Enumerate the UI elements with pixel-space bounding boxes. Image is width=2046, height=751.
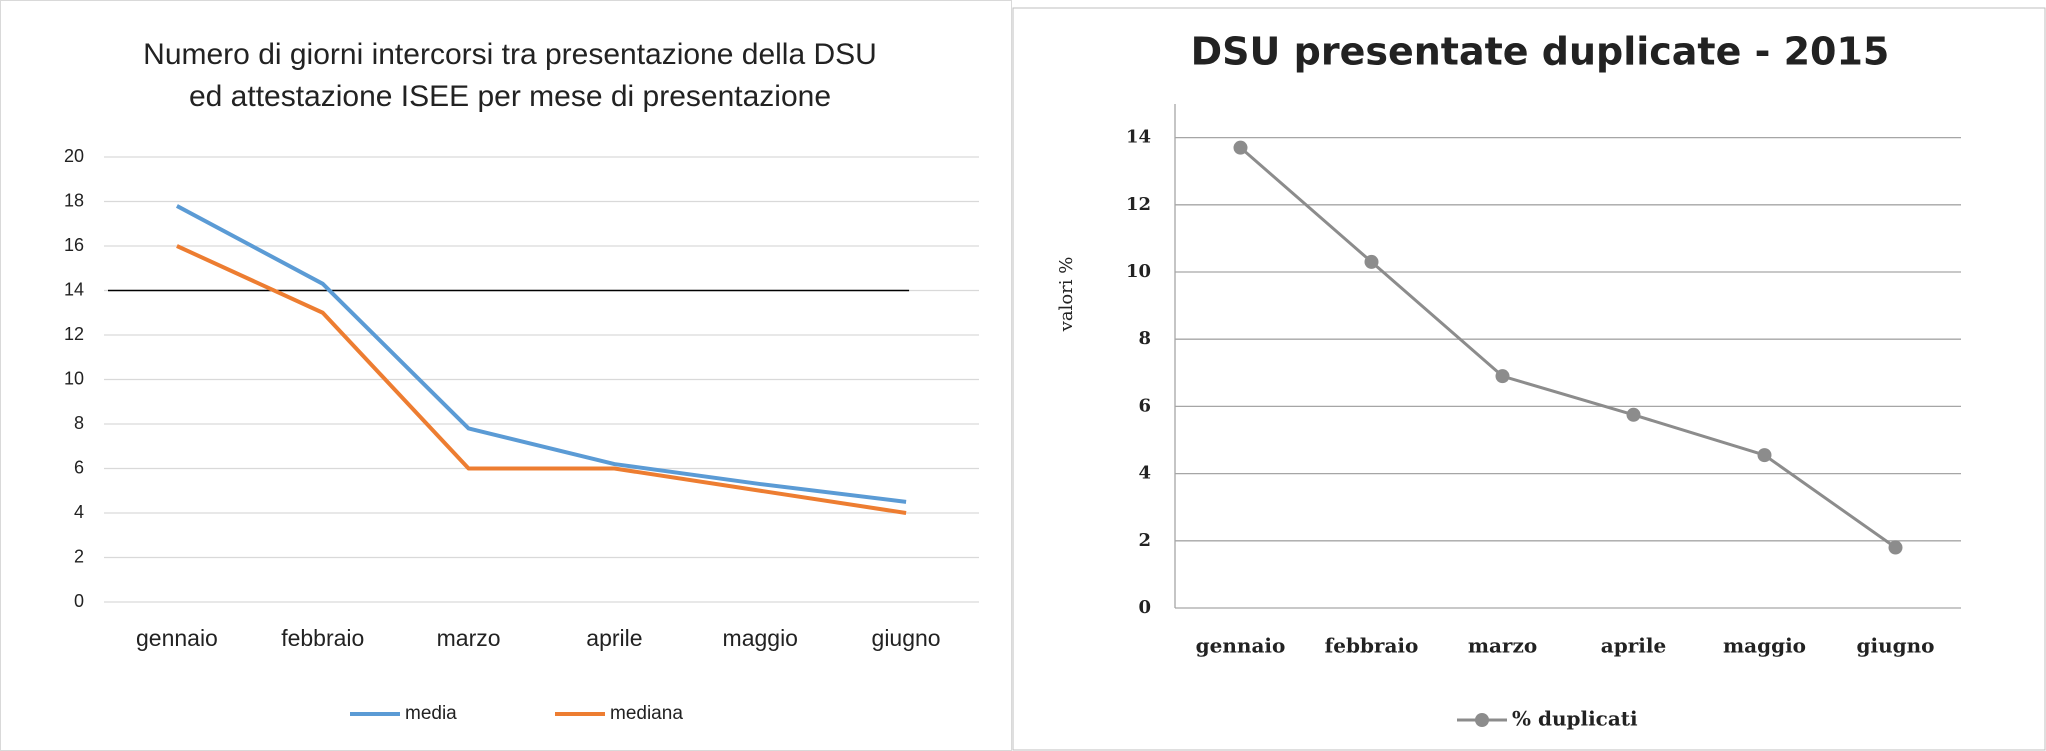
- y-axis-label: valori %: [1056, 257, 1077, 333]
- x-tick-label: maggio: [723, 625, 798, 651]
- legend-label: media: [405, 703, 457, 724]
- legend-label: % duplicati: [1512, 707, 1638, 731]
- series-line: [1239, 146, 1897, 549]
- data-point: [1626, 407, 1641, 422]
- legend-marker: [1475, 713, 1489, 727]
- y-tick-label: 14: [1126, 127, 1151, 148]
- x-tick-label: gennaio: [136, 625, 218, 651]
- x-tick-label: febbraio: [281, 625, 364, 651]
- y-tick-label: 12: [1126, 194, 1151, 215]
- y-tick-label: 18: [64, 190, 84, 210]
- data-point: [1757, 448, 1772, 463]
- x-tick-label: giugno: [1857, 634, 1935, 658]
- x-tick-label: aprile: [586, 625, 642, 651]
- y-tick-label: 2: [1138, 530, 1151, 551]
- x-tick-label: aprile: [1601, 634, 1666, 658]
- y-tick-label: 16: [64, 235, 84, 255]
- series-line: [175, 204, 907, 504]
- x-tick-label: febbraio: [1325, 634, 1419, 658]
- y-tick-label: 12: [64, 324, 84, 344]
- x-tick-label: giugno: [872, 625, 941, 651]
- y-tick-label: 4: [1138, 463, 1151, 484]
- y-tick-label: 8: [74, 413, 84, 433]
- x-tick-label: marzo: [437, 625, 501, 651]
- chart-title: DSU presentate duplicate - 2015: [1191, 30, 1890, 74]
- chart-title: ed attestazione ISEE per mese di present…: [189, 80, 831, 113]
- x-tick-label: marzo: [1468, 634, 1537, 658]
- y-tick-label: 20: [64, 146, 84, 166]
- y-tick-label: 0: [1138, 597, 1151, 618]
- y-tick-label: 4: [74, 502, 84, 522]
- data-point: [1233, 140, 1248, 155]
- right-panel: [1012, 7, 2046, 751]
- y-tick-label: 2: [74, 546, 84, 566]
- chart-left: Numero di giorni intercorsi tra presenta…: [64, 38, 979, 724]
- x-tick-label: gennaio: [1196, 634, 1286, 658]
- y-tick-label: 0: [74, 591, 84, 611]
- chart-title: Numero di giorni intercorsi tra presenta…: [143, 38, 877, 71]
- y-tick-label: 6: [1138, 395, 1151, 416]
- y-tick-label: 6: [74, 457, 84, 477]
- chart-right: DSU presentate duplicate - 2015 valori % 0…: [1056, 30, 1961, 731]
- y-tick-label: 14: [64, 279, 84, 299]
- left-panel: [0, 0, 1012, 751]
- data-point: [1888, 540, 1903, 555]
- y-tick-label: 10: [64, 368, 84, 388]
- legend-label: mediana: [610, 703, 683, 724]
- data-point: [1364, 254, 1379, 269]
- series-line: [176, 244, 907, 515]
- data-point: [1495, 369, 1510, 384]
- y-tick-label: 8: [1138, 328, 1151, 349]
- y-tick-label: 10: [1126, 261, 1151, 282]
- x-tick-label: maggio: [1723, 634, 1806, 658]
